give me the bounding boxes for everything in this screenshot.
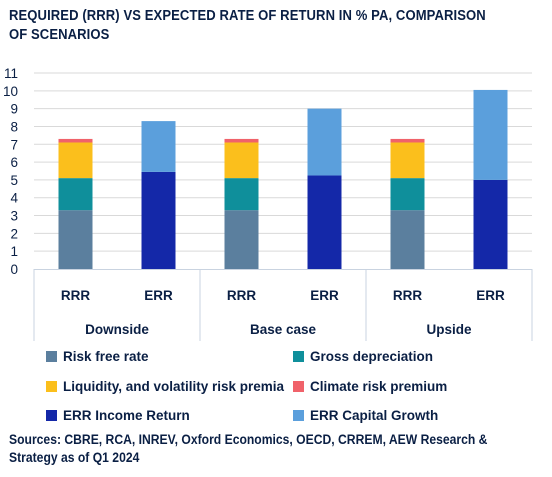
bar-segment [390, 178, 425, 211]
legend-swatch [46, 351, 57, 362]
y-tick-label: 5 [10, 173, 18, 188]
x-tick-label: ERR [476, 288, 505, 303]
bar-segment [307, 108, 342, 176]
group-label: Downside [85, 322, 149, 337]
y-tick-label: 1 [10, 244, 18, 259]
legend-swatch [293, 410, 304, 421]
x-tick-label: RRR [61, 288, 90, 303]
y-tick-label: 8 [10, 119, 18, 134]
legend-swatch [46, 410, 57, 421]
x-tick-label: ERR [310, 288, 339, 303]
bar-segment [473, 179, 508, 269]
y-tick-label: 2 [10, 226, 18, 241]
legend-label: ERR Capital Growth [310, 408, 438, 423]
legend-label: ERR Income Return [63, 408, 190, 423]
y-tick-label: 4 [10, 191, 18, 206]
bar-segment [141, 121, 176, 172]
x-tick-label: ERR [144, 288, 173, 303]
legend-label: Gross depreciation [310, 349, 433, 364]
x-axis: RRR ERR RRR ERR RRR ERR Downside Base case Upsid… [33, 269, 533, 341]
bar-segment [224, 142, 259, 179]
bar-segment [307, 175, 342, 269]
legend-swatch [293, 351, 304, 362]
y-axis-ticks: 0 1 2 3 4 5 6 7 8 9 10 11 [3, 66, 19, 277]
group-label: Upside [426, 322, 472, 337]
bar-segment [58, 178, 93, 211]
bar-segment [390, 142, 425, 179]
chart-title: REQUIRED (RRR) VS EXPECTED RATE OF RETUR… [9, 8, 486, 43]
legend-label: Climate risk premium [310, 379, 447, 394]
bar-segment [473, 89, 508, 180]
y-tick-label: 6 [10, 155, 18, 170]
y-tick-label: 9 [10, 102, 18, 117]
bar-segment [224, 210, 259, 269]
y-tick-label: 7 [10, 137, 18, 152]
bar-segment [390, 210, 425, 269]
bar-segment [141, 171, 176, 269]
source-note: Sources: CBRE, RCA, INREV, Oxford Econom… [9, 432, 488, 465]
bar-segment [224, 178, 259, 211]
legend-swatch [293, 381, 304, 392]
legend-label: Liquidity, and volatility risk premia [63, 379, 285, 394]
gridlines [34, 72, 532, 252]
bar-segment [58, 142, 93, 179]
legend-label: Risk free rate [63, 349, 149, 364]
bars [58, 89, 508, 269]
y-tick-label: 10 [3, 84, 18, 99]
group-label: Base case [250, 322, 317, 337]
bar-segment [390, 138, 425, 143]
x-tick-label: RRR [227, 288, 256, 303]
bar-segment [58, 138, 93, 143]
bar-segment [224, 138, 259, 143]
y-tick-label: 11 [4, 66, 18, 81]
x-tick-label: RRR [393, 288, 422, 303]
y-tick-label: 3 [10, 209, 18, 224]
legend: Risk free rate Gross depreciation Liquidit… [46, 349, 447, 423]
y-tick-label: 0 [10, 262, 18, 277]
legend-swatch [46, 381, 57, 392]
bar-segment [58, 210, 93, 269]
